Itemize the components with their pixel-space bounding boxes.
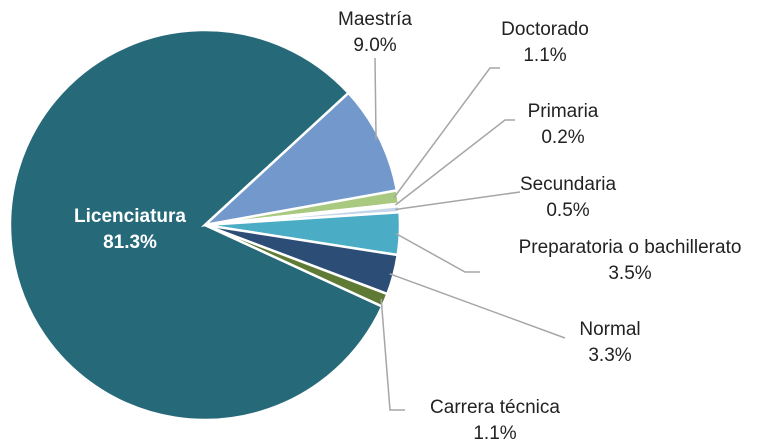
slice-label: Preparatoria o bachillerato	[519, 237, 742, 258]
value-label: 1.1%	[473, 423, 516, 442]
value-label: 81.3%	[103, 232, 157, 253]
value-label: 1.1%	[523, 45, 566, 66]
leader-line	[393, 67, 500, 199]
leader-line	[374, 57, 377, 141]
value-label: 3.5%	[608, 263, 651, 284]
slice-label: Carrera técnica	[430, 397, 560, 418]
value-label: 3.3%	[588, 345, 631, 366]
slice-label: Licenciatura	[74, 206, 186, 227]
slice-label: Doctorado	[501, 19, 589, 40]
slice-label: Normal	[579, 319, 640, 340]
leader-line	[395, 191, 521, 211]
leader-line	[395, 232, 480, 273]
pie-slice	[200, 91, 399, 227]
value-label: 0.5%	[546, 200, 589, 221]
leader-line	[394, 119, 515, 206]
value-label: 9.0%	[353, 35, 396, 56]
slice-label: Secundaria	[520, 174, 617, 195]
value-label: 0.2%	[541, 127, 584, 148]
leader-line	[389, 273, 566, 339]
leader-line	[380, 298, 405, 411]
pie-slice	[8, 28, 384, 422]
slice-label: Primaria	[528, 101, 599, 122]
slice-label: Maestría	[338, 9, 412, 30]
